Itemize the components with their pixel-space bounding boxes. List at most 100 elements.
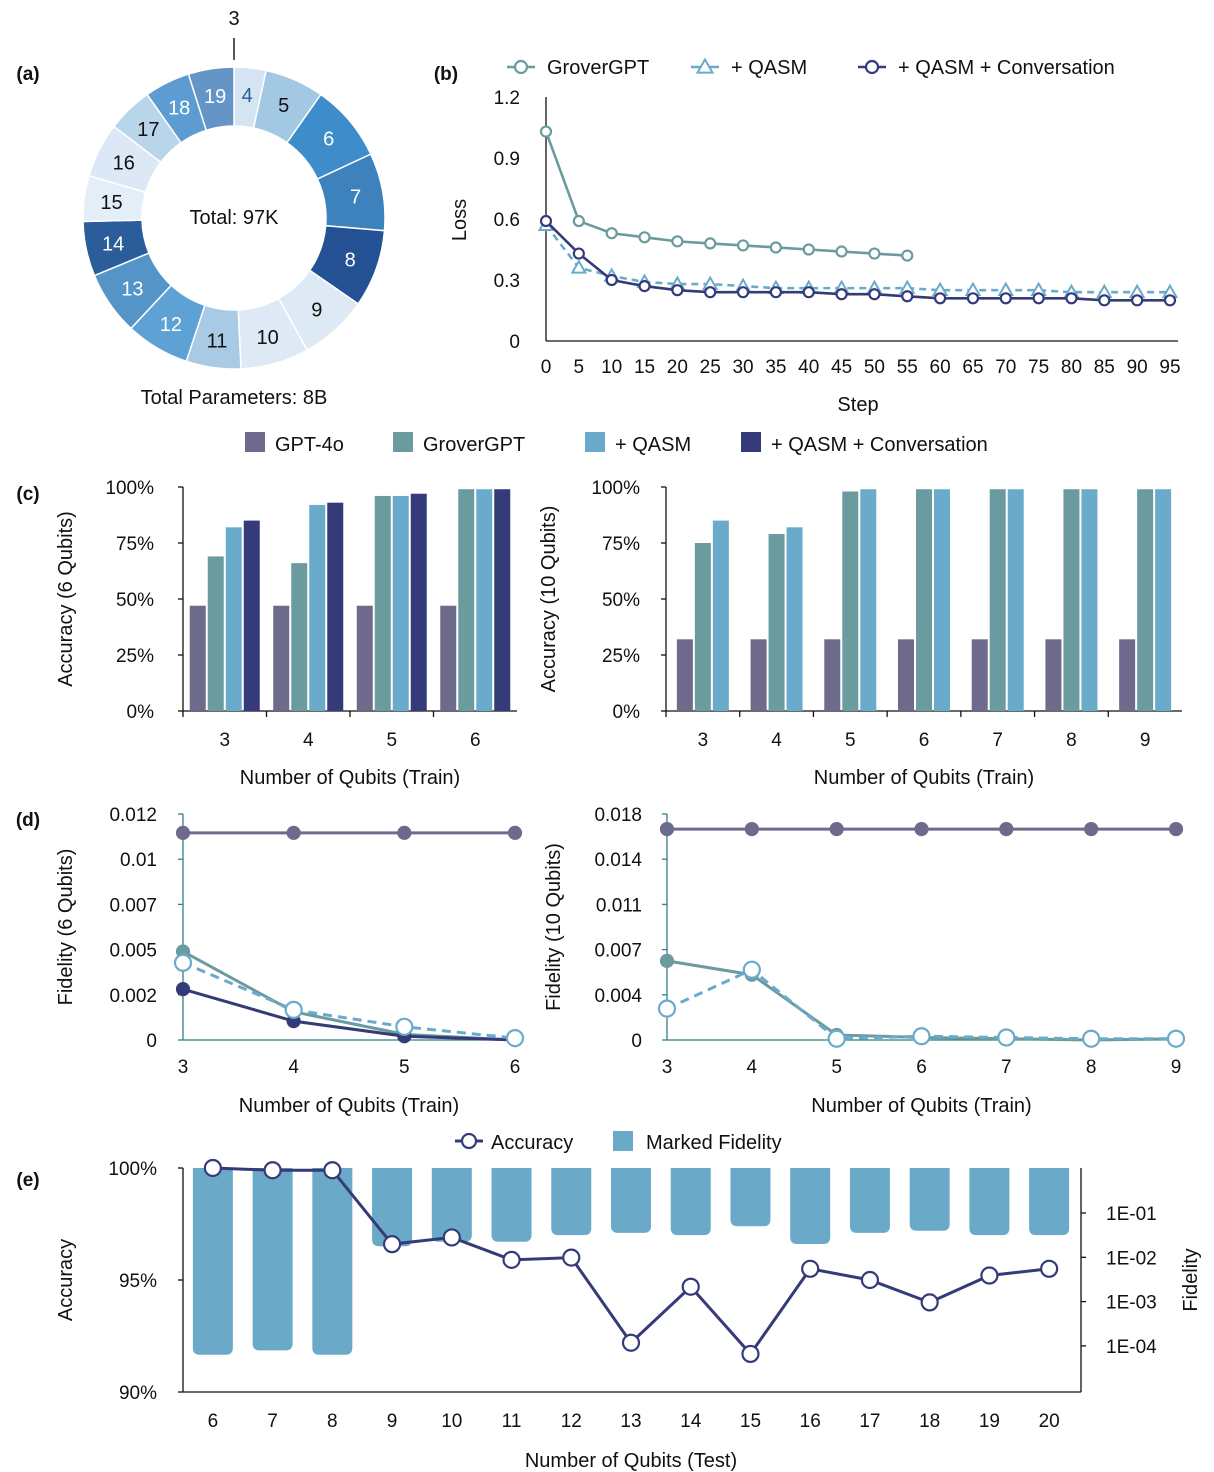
accuracy-x-tick-label: 6	[470, 730, 481, 751]
donut-slice-label-6: 6	[323, 129, 334, 151]
panel-label-b: (b)	[434, 64, 458, 85]
loss-x-tick-label: 65	[962, 357, 983, 378]
accuracy-y-tick-label: 0%	[613, 702, 641, 723]
combo-right-y-tick-label: 1E-01	[1106, 1204, 1157, 1225]
loss-legend-label: + QASM	[731, 57, 807, 79]
accuracy-bar	[694, 543, 711, 711]
combo-right-y-axis-title: Fidelity	[1180, 1248, 1202, 1311]
loss-x-tick-label: 85	[1094, 357, 1115, 378]
donut-slice-label-19: 19	[204, 86, 226, 108]
bar-legend-swatch	[393, 432, 413, 452]
fidelity-bar-8	[312, 1168, 353, 1355]
combo-x-axis-title: Number of Qubits (Test)	[525, 1450, 737, 1472]
accuracy-bar	[824, 639, 841, 711]
loss-x-tick-label: 25	[700, 357, 721, 378]
accuracy-bar	[207, 556, 224, 711]
donut-slice-label-18: 18	[168, 97, 190, 119]
fidelity-bar-9	[372, 1168, 413, 1247]
panel-label-d: (d)	[16, 810, 40, 831]
accuracy-bar	[1155, 489, 1172, 711]
loss-x-tick-label: 55	[897, 357, 918, 378]
accuracy-x-tick-label: 5	[386, 730, 397, 751]
accuracy-bar	[291, 563, 308, 711]
fidelity-point	[997, 1028, 1016, 1047]
accuracy-y-tick-label: 25%	[116, 646, 154, 667]
loss-x-tick-label: 20	[667, 357, 688, 378]
fidelity-point	[175, 825, 191, 840]
accuracy-bar	[898, 639, 914, 711]
loss-x-tick-label: 30	[732, 357, 753, 378]
combo-x-tick-label: 8	[327, 1411, 338, 1432]
loss-point	[999, 292, 1012, 305]
combo-x-tick-label: 14	[680, 1411, 702, 1432]
donut-slice-label-9: 9	[311, 300, 322, 322]
accuracy-y-tick-label: 100%	[591, 478, 640, 499]
fidelity-bar-10	[431, 1168, 472, 1242]
accuracy-bar	[860, 489, 877, 711]
accuracy-bar	[1007, 489, 1024, 711]
fidelity-bar-15	[730, 1168, 771, 1227]
fidelity-point	[284, 1000, 303, 1019]
bar-legend-label: + QASM	[615, 434, 691, 456]
loss-point	[1163, 294, 1177, 307]
loss-point	[539, 214, 553, 228]
accuracy-x-tick-label: 9	[1140, 730, 1151, 751]
combo-x-tick-label: 18	[919, 1411, 940, 1432]
fidelity-point	[395, 1017, 414, 1036]
accuracy-bar	[676, 639, 693, 711]
accuracy-bar	[1119, 639, 1136, 711]
bar-legend-swatch	[245, 432, 265, 452]
fidelity-y-tick-label: 0.01	[120, 850, 157, 871]
accuracy-x-axis-title: Number of Qubits (Train)	[240, 767, 460, 789]
combo-left-y-tick-label: 95%	[119, 1271, 157, 1292]
fidelity-point	[742, 960, 761, 979]
accuracy-bar	[916, 489, 932, 711]
panel-label-e: (e)	[16, 1170, 39, 1191]
loss-point	[704, 286, 717, 299]
accuracy-y-tick-label: 100%	[105, 478, 154, 499]
accuracy-point	[442, 1228, 461, 1247]
loss-point	[802, 243, 815, 256]
bar-legend-swatch	[741, 432, 761, 452]
fidelity-point	[505, 1029, 525, 1048]
loss-point	[605, 227, 618, 240]
accuracy-bar	[768, 534, 785, 711]
donut-slice-label-13: 13	[121, 278, 143, 300]
fidelity-x-tick-label: 3	[662, 1057, 673, 1078]
loss-point	[736, 286, 750, 299]
fidelity-y-tick-label: 0.002	[109, 986, 157, 1007]
loss-point	[572, 247, 585, 260]
loss-x-tick-label: 50	[864, 357, 885, 378]
accuracy-point	[1040, 1259, 1059, 1278]
loss-point	[704, 237, 717, 250]
accuracy-bar	[1063, 489, 1080, 711]
loss-point	[1098, 294, 1111, 307]
fidelity-bar-18	[909, 1168, 950, 1231]
accuracy-x-tick-label: 4	[303, 730, 314, 751]
loss-point	[901, 290, 914, 303]
panel-label-a: (a)	[16, 64, 39, 85]
accuracy-y-tick-label: 25%	[602, 646, 640, 667]
fidelity-point	[507, 825, 523, 840]
fidelity-line-2	[182, 961, 516, 1040]
loss-point	[966, 292, 980, 305]
loss-x-tick-label: 70	[995, 357, 1016, 378]
accuracy-point	[382, 1235, 402, 1254]
fidelity-point	[173, 953, 193, 972]
loss-point	[769, 241, 782, 254]
loss-point	[572, 214, 585, 228]
fidelity-y-tick-label: 0.012	[109, 805, 157, 826]
accuracy-x-tick-label: 5	[845, 730, 856, 751]
accuracy-x-tick-label: 7	[992, 730, 1003, 751]
accuracy-bar	[189, 605, 206, 711]
accuracy-bar	[243, 520, 260, 711]
fidelity-x-tick-label: 5	[831, 1057, 842, 1078]
combo-x-tick-label: 15	[740, 1411, 761, 1432]
fidelity-point	[659, 821, 675, 837]
accuracy-point	[263, 1161, 282, 1180]
fidelity-x-tick-label: 8	[1086, 1057, 1097, 1078]
fidelity-y-tick-label: 0.007	[109, 895, 157, 916]
panel-c-accuracy-bar-charts: (c) GPT-4o GroverGPT + QASM + QASM + Convers…	[16, 432, 1182, 789]
loss-x-tick-label: 10	[601, 357, 622, 378]
accuracy-bar	[392, 495, 409, 711]
